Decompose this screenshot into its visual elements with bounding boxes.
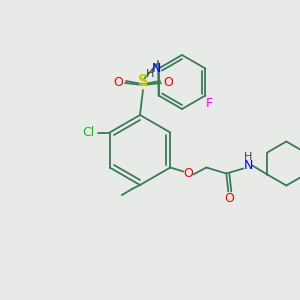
Text: N: N [244, 159, 253, 172]
Text: S: S [138, 74, 148, 89]
Text: O: O [113, 76, 123, 89]
Text: O: O [183, 167, 193, 180]
Text: F: F [206, 97, 213, 110]
Text: N: N [151, 61, 161, 74]
Text: H: H [244, 152, 253, 161]
Text: O: O [163, 76, 173, 89]
Text: O: O [224, 192, 234, 205]
Text: H: H [146, 69, 154, 79]
Text: Cl: Cl [82, 126, 95, 139]
